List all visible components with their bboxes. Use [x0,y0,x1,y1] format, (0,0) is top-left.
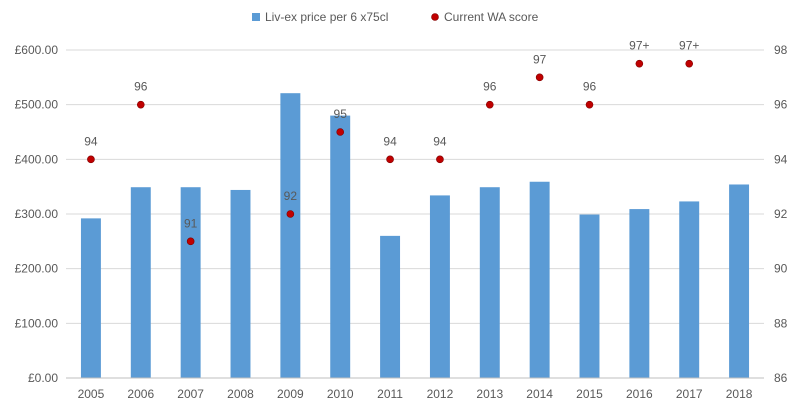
y-right-tick-label: 88 [774,316,788,330]
score-point-2014 [535,73,544,82]
score-label-2015: 96 [583,80,597,94]
y-right-tick-label: 94 [774,152,788,166]
y-left-tick-label: £100.00 [15,316,59,330]
y-left-tick-label: £400.00 [15,152,59,166]
y-left-tick-label: £500.00 [15,98,59,112]
y-left-tick-label: £300.00 [15,207,59,221]
score-label-2010: 95 [334,107,348,121]
bar-2016 [629,209,650,378]
y-left-tick-label: £200.00 [15,262,59,276]
bar-2009 [280,93,301,378]
bar-2014 [529,181,550,378]
score-label-2011: 94 [383,134,397,148]
y-right-tick-label: 92 [774,207,788,221]
score-point-2016 [635,59,644,68]
x-tick-label: 2015 [576,387,603,401]
score-point-2015 [585,100,594,109]
bar-2015 [579,214,600,378]
x-tick-label: 2016 [626,387,653,401]
score-label-2016: 97+ [629,39,649,53]
legend-score-swatch [431,13,439,21]
x-tick-label: 2014 [526,387,553,401]
x-tick-label: 2011 [377,387,403,401]
score-point-2017 [685,59,694,68]
x-tick-label: 2005 [78,387,105,401]
score-label-2014: 97 [533,52,547,66]
score-label-2005: 94 [84,134,98,148]
score-point-2006 [136,100,145,109]
score-label-2017: 97+ [679,39,699,53]
x-tick-label: 2007 [177,387,204,401]
bar-2013 [479,187,500,378]
score-label-2007: 91 [184,216,198,230]
x-tick-label: 2017 [676,387,703,401]
bar-2012 [429,195,450,378]
score-point-2007 [186,237,195,246]
y-right-tick-label: 96 [774,98,788,112]
bar-2007 [180,187,201,378]
bar-2008 [230,189,251,378]
bar-2010 [330,115,351,378]
x-tick-label: 2006 [127,387,154,401]
score-point-2012 [436,155,444,164]
score-label-2009: 92 [284,189,298,203]
bar-2005 [80,218,101,378]
bar-2011 [380,235,401,378]
score-point-2010 [336,128,345,136]
score-point-2013 [485,100,494,109]
score-point-2009 [286,210,295,218]
x-tick-label: 2018 [726,387,753,401]
legend-bar-swatch [252,13,260,21]
y-left-tick-label: £0.00 [28,371,58,385]
bar-2018 [729,184,750,378]
x-tick-label: 2010 [327,387,354,401]
score-label-2006: 96 [134,80,148,94]
bar-2017 [679,201,700,378]
legend-score-label: Current WA score [444,10,539,24]
x-tick-label: 2009 [277,387,304,401]
score-point-2005 [87,155,95,164]
y-right-tick-label: 90 [774,262,788,276]
x-tick-label: 2013 [476,387,503,401]
y-right-tick-label: 86 [774,371,788,385]
legend-bar-label: Liv-ex price per 6 x75cl [265,10,388,24]
y-left-tick-label: £600.00 [15,43,59,57]
y-right-tick-label: 98 [774,43,788,57]
bar-2006 [130,187,151,378]
score-label-2013: 96 [483,80,497,94]
x-tick-label: 2008 [227,387,254,401]
score-point-2011 [386,155,394,164]
x-tick-label: 2012 [427,387,454,401]
score-label-2012: 94 [433,134,447,148]
